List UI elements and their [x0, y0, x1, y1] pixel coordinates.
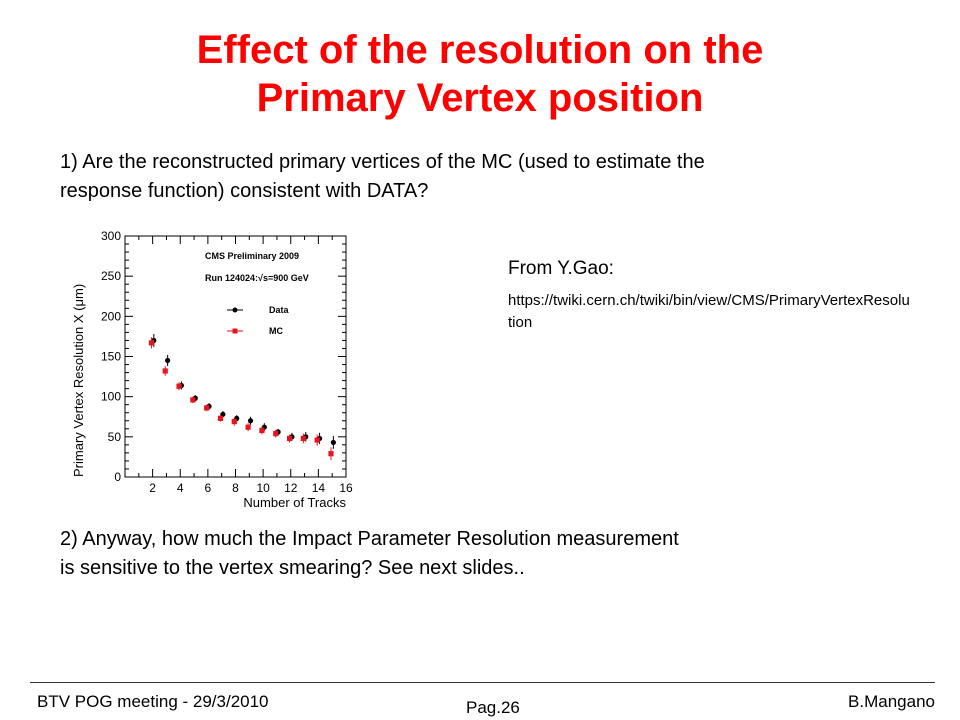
source-note: From Y.Gao: https://twiki.cern.ch/twiki/…	[508, 256, 928, 334]
data-point-mc	[273, 431, 279, 437]
y-tick-label: 300	[101, 229, 121, 243]
x-tick-label: 2	[149, 481, 156, 495]
data-marks	[148, 334, 336, 461]
x-axis-label: Number of Tracks	[243, 495, 346, 510]
y-tick-label: 200	[101, 309, 121, 323]
source-heading: From Y.Gao:	[508, 258, 614, 279]
x-tick-label: 10	[256, 481, 270, 495]
slide-title-line-2: Primary Vertex position	[256, 76, 704, 120]
data-point-mc	[162, 368, 168, 374]
y-tick-label: 0	[114, 470, 121, 484]
data-point-mc	[314, 437, 320, 443]
chart-legend: Data MC	[227, 305, 290, 336]
legend-mc-label: MC	[269, 326, 283, 336]
question-1: 1) Are the reconstructed primary vertice…	[60, 151, 705, 202]
data-point-mc	[176, 383, 182, 389]
slide-title: Effect of the resolution on the Primary …	[0, 26, 960, 122]
legend-mc-marker	[232, 328, 238, 334]
data-point-data	[220, 411, 226, 417]
data-point-mc	[300, 435, 306, 442]
data-point-data	[165, 357, 171, 364]
resolution-chart: 2 4 6 8 10 12 14 16 0 50 100 150 200 250 300 CMS Preli…	[71, 229, 353, 510]
data-point-mc	[259, 427, 265, 434]
x-tick-label: 16	[339, 481, 353, 495]
chart-frame	[124, 235, 347, 478]
data-point-mc	[286, 435, 293, 442]
data-point-mc	[148, 340, 155, 346]
x-tick-label: 4	[177, 481, 184, 495]
y-tick-label: 50	[108, 430, 122, 444]
x-tick-label: 8	[232, 481, 239, 495]
slide-title-line-1: Effect of the resolution on the	[196, 28, 764, 72]
data-point-mc	[204, 405, 210, 411]
footer-divider	[30, 682, 935, 683]
x-tick-label: 14	[312, 481, 326, 495]
x-tick-label: 6	[205, 481, 212, 495]
footer-author: B.Mangano	[848, 692, 935, 711]
axis-ticks: 2 4 6 8 10 12 14 16 0 50 100 150 200 250 300	[101, 229, 353, 495]
chart-title: CMS Preliminary 2009	[205, 251, 299, 261]
footer-page-number: Pag.26	[466, 698, 520, 717]
question-2: 2) Anyway, how much the Impact Parameter…	[60, 528, 679, 579]
footer-meeting: BTV POG meeting - 29/3/2010	[37, 692, 269, 711]
data-point-data	[247, 418, 254, 424]
y-tick-label: 100	[101, 390, 121, 404]
data-point-mc	[217, 415, 224, 421]
data-point-mc	[245, 424, 251, 430]
data-point-mc	[231, 418, 237, 425]
chart-subtitle: Run 124024:√s=900 GeV	[205, 273, 309, 283]
y-axis-label: Primary Vertex Resolution X (μm)	[71, 284, 86, 477]
legend-data-marker	[232, 307, 238, 313]
x-tick-label: 12	[284, 481, 298, 495]
data-point-mc	[328, 451, 334, 457]
y-tick-label: 250	[101, 269, 121, 283]
data-point-data	[330, 439, 336, 446]
legend-data-label: Data	[269, 305, 290, 315]
y-tick-label: 150	[101, 350, 121, 364]
source-url-link[interactable]: https://twiki.cern.ch/twiki/bin/view/CMS…	[508, 292, 910, 331]
data-point-mc	[190, 397, 196, 403]
